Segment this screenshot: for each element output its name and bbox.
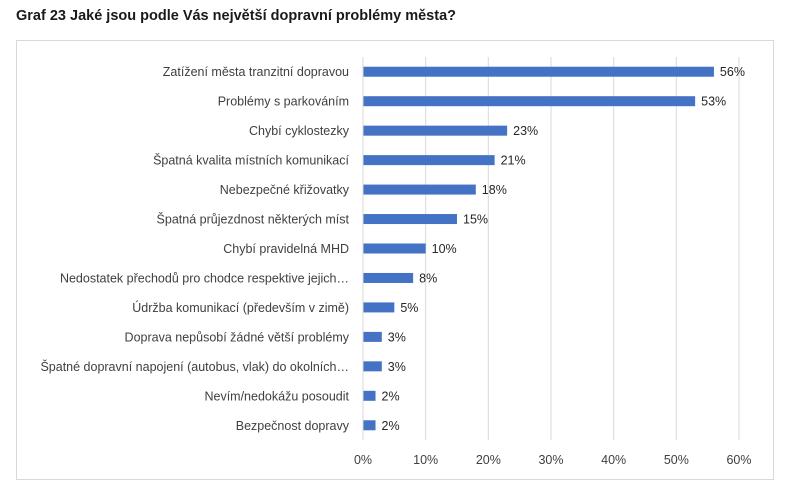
bar <box>363 302 395 313</box>
bar <box>363 331 382 342</box>
category-label: Údržba komunikací (především v zimě) <box>132 300 349 315</box>
bar <box>363 420 376 431</box>
bar <box>363 184 476 195</box>
data-label: 2% <box>382 389 400 403</box>
category-label: Bezpečnost dopravy <box>236 419 350 433</box>
x-tick-label: 20% <box>476 453 501 467</box>
category-label: Zatížení města tranzitní dopravou <box>163 65 349 79</box>
bar <box>363 66 714 77</box>
bar <box>363 214 457 225</box>
x-tick-label: 50% <box>664 453 689 467</box>
page-title: Graf 23 Jaké jsou podle Vás největší dop… <box>16 8 456 24</box>
data-label: 21% <box>501 154 526 168</box>
category-label: Chybí pravidelná MHD <box>223 242 349 256</box>
category-label: Nedostatek přechodů pro chodce respektiv… <box>60 271 349 285</box>
data-label: 56% <box>720 65 745 79</box>
data-label: 5% <box>400 301 418 315</box>
data-label: 10% <box>432 242 457 256</box>
bar <box>363 125 508 136</box>
category-label: Doprava nepůsobí žádné větší problémy <box>125 330 350 344</box>
category-label: Špatné dopravní napojení (autobus, vlak)… <box>40 359 349 374</box>
x-tick-label: 0% <box>354 453 372 467</box>
category-label: Špatná kvalita místních komunikací <box>153 153 349 168</box>
data-label: 53% <box>701 95 726 109</box>
x-tick-label: 40% <box>601 453 626 467</box>
data-label: 23% <box>513 124 538 138</box>
bar <box>363 361 382 372</box>
x-tick-label: 60% <box>726 453 751 467</box>
data-label: 15% <box>463 213 488 227</box>
category-label: Nebezpečné křižovatky <box>220 183 350 197</box>
category-label: Špatná průjezdnost některých míst <box>157 212 350 227</box>
bar <box>363 243 426 254</box>
category-label: Nevím/nedokážu posoudit <box>204 389 349 403</box>
bar <box>363 155 495 166</box>
category-label: Problémy s parkováním <box>218 95 349 109</box>
data-label: 3% <box>388 360 406 374</box>
x-tick-label: 30% <box>538 453 563 467</box>
bar <box>363 390 376 401</box>
data-label: 2% <box>382 419 400 433</box>
data-label: 8% <box>419 271 437 285</box>
chart-frame <box>16 40 774 480</box>
x-tick-label: 10% <box>413 453 438 467</box>
data-label: 18% <box>482 183 507 197</box>
category-label: Chybí cyklostezky <box>249 124 350 138</box>
bar <box>363 272 414 283</box>
data-label: 3% <box>388 330 406 344</box>
bar <box>363 96 696 107</box>
